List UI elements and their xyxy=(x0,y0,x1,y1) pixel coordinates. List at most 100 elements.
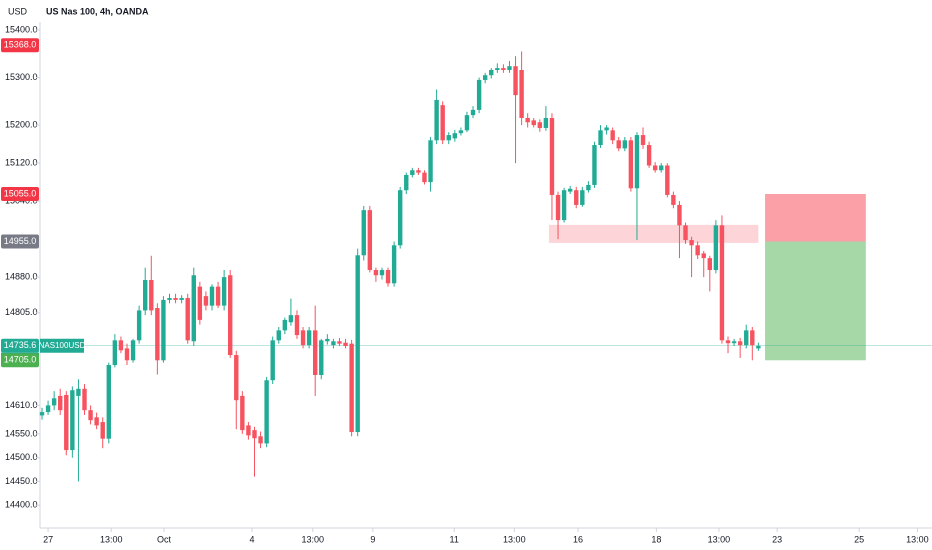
y-tick-label: 15120.0 xyxy=(5,157,38,167)
candle-body xyxy=(361,210,366,256)
candle-body xyxy=(737,341,743,346)
x-tick-label: 13:00 xyxy=(100,534,123,544)
candle-body xyxy=(130,340,136,361)
candle-body xyxy=(537,122,543,128)
candle-body xyxy=(622,140,628,149)
candle-body xyxy=(683,225,688,241)
candle-body xyxy=(531,120,536,126)
candle-body xyxy=(750,330,755,346)
candle-body xyxy=(470,109,476,116)
candle-body xyxy=(379,270,385,276)
candle-body xyxy=(567,188,573,192)
candle-body xyxy=(495,68,500,70)
candle-body xyxy=(404,174,409,191)
candle-body xyxy=(707,258,713,271)
candle-body xyxy=(652,165,658,171)
x-tick-label: 4 xyxy=(250,534,255,544)
candle-body xyxy=(312,330,318,376)
candle-body xyxy=(671,194,676,205)
currency-label: USD xyxy=(8,6,28,16)
candle-body xyxy=(410,170,415,175)
candle-body xyxy=(640,135,646,146)
candle-body xyxy=(482,75,488,80)
candle-body xyxy=(100,422,105,439)
price-label: 14705.0 xyxy=(4,355,37,365)
candle-body xyxy=(325,338,330,342)
x-tick-label: 25 xyxy=(854,534,864,544)
candle-body xyxy=(549,117,555,195)
x-tick-label: 13:00 xyxy=(708,534,731,544)
candle-body xyxy=(373,270,379,276)
candle-body xyxy=(458,130,464,134)
candle-body xyxy=(580,190,585,205)
x-tick-label: 18 xyxy=(651,534,661,544)
candle-body xyxy=(677,204,682,226)
x-tick-label: 23 xyxy=(772,534,782,544)
candle-body xyxy=(610,130,615,141)
candle-body xyxy=(282,319,288,331)
candle-body xyxy=(106,365,111,439)
candle-body xyxy=(306,330,312,346)
candle-body xyxy=(440,105,445,141)
price-label-bg xyxy=(1,186,39,201)
candle-body xyxy=(209,286,215,306)
candle-body xyxy=(507,66,512,70)
candle-body xyxy=(397,190,403,246)
candle-body xyxy=(543,117,549,128)
candle-body xyxy=(725,340,731,344)
candle-body xyxy=(446,135,451,141)
candle-body xyxy=(695,245,700,256)
y-tick-label: 14500.0 xyxy=(5,452,38,462)
candle-body xyxy=(173,298,178,300)
candle-body xyxy=(331,341,336,346)
candle-body xyxy=(416,170,421,173)
candle-body xyxy=(215,286,221,306)
candle-body xyxy=(221,277,227,306)
candle-body xyxy=(64,394,69,451)
candle-body xyxy=(598,130,603,146)
candle-body xyxy=(343,342,348,347)
candle-body xyxy=(385,270,391,284)
candle-body xyxy=(659,165,664,171)
candle-body xyxy=(197,286,203,320)
candle-body xyxy=(713,225,719,271)
candle-body xyxy=(574,190,579,205)
candle-body xyxy=(689,240,694,246)
candle-body xyxy=(464,115,470,131)
price-label-bg xyxy=(1,338,39,353)
x-tick-label: 16 xyxy=(573,534,583,544)
candle-body xyxy=(276,330,281,341)
candle-body xyxy=(51,398,57,406)
candle-body xyxy=(58,395,63,411)
symbol-label: NAS100USD xyxy=(39,341,86,350)
price-label: 14955.0 xyxy=(4,236,37,246)
candle-body xyxy=(319,340,324,376)
y-tick-label: 15200.0 xyxy=(5,119,38,129)
candle-body xyxy=(203,296,209,306)
candle-body xyxy=(355,255,360,433)
symbol-label-bg xyxy=(40,338,84,353)
candle-body xyxy=(294,315,300,336)
x-tick-label: 13:00 xyxy=(906,534,929,544)
candle-body xyxy=(185,298,190,341)
chart-title: US Nas 100, 4h, OANDA xyxy=(46,6,149,16)
candle-body xyxy=(719,225,725,341)
candle-body xyxy=(252,430,257,439)
candle-body xyxy=(555,194,561,221)
candle-body xyxy=(70,390,75,451)
candle-body xyxy=(191,275,196,342)
candle-body xyxy=(258,436,263,444)
candle-body xyxy=(665,165,670,195)
candle-body xyxy=(155,308,160,361)
price-label: 15368.0 xyxy=(4,40,37,50)
x-tick-label: 9 xyxy=(370,534,375,544)
candle-body xyxy=(701,253,706,259)
candle-body xyxy=(88,410,93,421)
candle-body xyxy=(391,245,397,284)
candle-body xyxy=(39,412,45,416)
candle-body xyxy=(501,68,506,70)
x-tick-label: Oct xyxy=(157,534,172,544)
candle-body xyxy=(264,380,269,444)
candle-body xyxy=(228,275,233,356)
y-tick-label: 14610.0 xyxy=(5,400,38,410)
